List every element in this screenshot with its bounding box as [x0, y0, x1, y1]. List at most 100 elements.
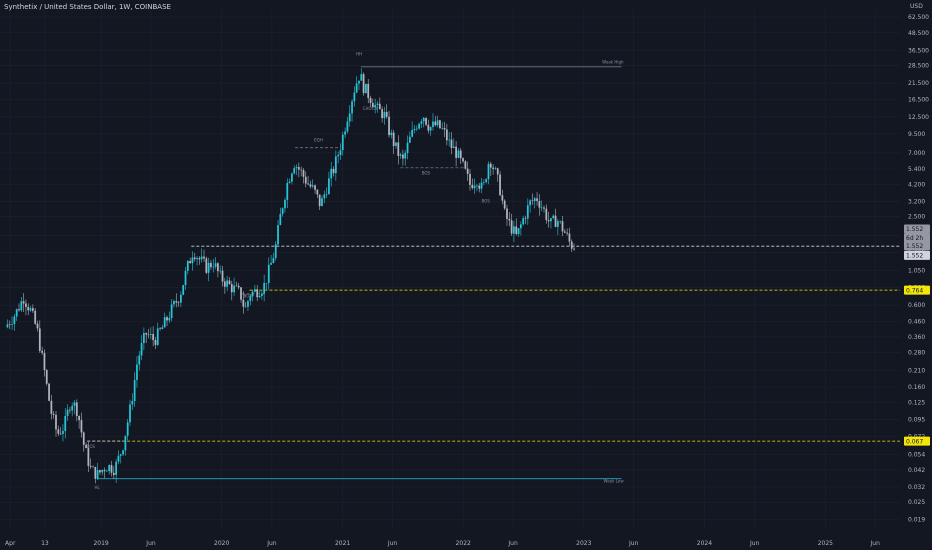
candle-body	[267, 264, 270, 283]
price-tick-label: 0.360	[908, 334, 925, 341]
candle-body	[230, 284, 233, 293]
price-tick-label: 62.500	[908, 14, 929, 21]
candle-body	[223, 281, 226, 287]
candle-body	[29, 308, 32, 311]
candle-body	[147, 334, 150, 336]
time-tick-label: Jun	[507, 540, 518, 547]
candle-body	[186, 260, 189, 271]
candle-body	[469, 173, 471, 185]
candle-body	[138, 355, 141, 365]
candle-body	[82, 432, 85, 445]
candle-body	[198, 258, 201, 260]
candle-body	[41, 350, 44, 353]
candle-body	[184, 270, 187, 286]
annotation-label: BOS	[87, 444, 96, 449]
candle-body	[418, 123, 420, 129]
candle-body	[196, 258, 198, 260]
candle-body	[78, 416, 81, 421]
candle-body	[145, 333, 148, 335]
time-tick-label: 2023	[576, 540, 591, 547]
candle-body	[193, 257, 196, 260]
price-tick-label: 48.500	[908, 30, 929, 37]
candle-body	[260, 293, 263, 296]
candle-body	[365, 83, 367, 94]
annotations: HH Weak High HL Week Low EQH CHOCH BOS BOS BOS BO…	[87, 52, 625, 490]
candle-body	[334, 156, 337, 174]
candle-body	[445, 129, 448, 141]
candle-body	[450, 139, 453, 148]
candle-body	[119, 454, 122, 456]
candle-body	[411, 129, 414, 137]
candle-body	[133, 379, 136, 402]
candle-body	[348, 113, 351, 122]
candle-body	[214, 263, 217, 267]
candle-body	[385, 111, 388, 117]
candle-body	[249, 296, 252, 302]
price-tick-label: 9.500	[908, 131, 925, 138]
price-tick-label: 3.200	[908, 198, 925, 205]
candle-body	[117, 455, 120, 462]
candle-body	[124, 435, 127, 451]
candle-body	[291, 173, 293, 182]
candle-body	[311, 185, 314, 187]
candle-body	[59, 433, 62, 435]
price-tick-label: 0.210	[908, 367, 925, 374]
candle-body	[36, 323, 39, 329]
candle-body	[330, 168, 333, 179]
price-badge	[904, 241, 930, 251]
candle-body	[18, 309, 20, 311]
candle-body	[464, 161, 467, 169]
candle-body	[177, 302, 180, 303]
time-tick-label: 13	[41, 540, 49, 547]
time-tick-label: 2025	[818, 540, 833, 547]
candle-body	[143, 333, 145, 344]
candle-body	[395, 142, 397, 146]
candle-body	[62, 430, 64, 434]
candle-body	[392, 132, 395, 146]
price-tick-label: 5.400	[908, 166, 925, 173]
candle-body	[277, 225, 279, 245]
candle-body	[136, 364, 138, 380]
candle-body	[131, 401, 134, 405]
candle-body	[73, 402, 76, 406]
annotation-label: BOS	[244, 293, 253, 298]
candle-body	[152, 334, 155, 341]
candle-body	[325, 194, 328, 195]
candle-body	[339, 150, 342, 155]
candle-body	[353, 92, 356, 102]
price-badge	[904, 436, 930, 446]
candle-body	[519, 224, 522, 229]
candle-body	[228, 280, 231, 285]
candle-body	[274, 244, 277, 259]
price-axis[interactable]: 62.500 48.500 36.500 28.500 21.500 16.500 12.5…	[908, 14, 929, 523]
candle-body	[31, 308, 34, 311]
candle-body	[397, 142, 400, 156]
candle-body	[57, 429, 60, 434]
candle-body	[351, 101, 353, 114]
candle-body	[341, 134, 344, 151]
candle-body	[526, 205, 529, 219]
candle-body	[80, 420, 83, 433]
horizontal-levels	[87, 66, 900, 480]
candle-body	[434, 121, 437, 126]
candle-body	[448, 139, 451, 141]
candle-body	[309, 184, 312, 187]
candle-body	[27, 306, 30, 311]
candle-body	[487, 163, 490, 180]
price-tick-label: 0.019	[908, 516, 925, 523]
candle-body	[563, 231, 566, 233]
candle-body	[443, 127, 446, 130]
candle-body	[390, 132, 393, 136]
candle-body	[367, 83, 370, 98]
candle-body	[422, 117, 425, 122]
candle-body	[358, 80, 360, 84]
candles	[6, 68, 575, 484]
time-axis[interactable]: Apr 13 2019 Jun 2020 Jun 2021 Jun 2022 Jun 2023 Jun…	[5, 540, 880, 547]
candle-body	[15, 309, 18, 317]
annotation-label: EQH	[314, 137, 323, 142]
candle-body	[545, 208, 548, 221]
candle-body	[404, 152, 407, 159]
price-tick-label: 28.500	[908, 63, 929, 70]
candle-body	[205, 258, 208, 273]
